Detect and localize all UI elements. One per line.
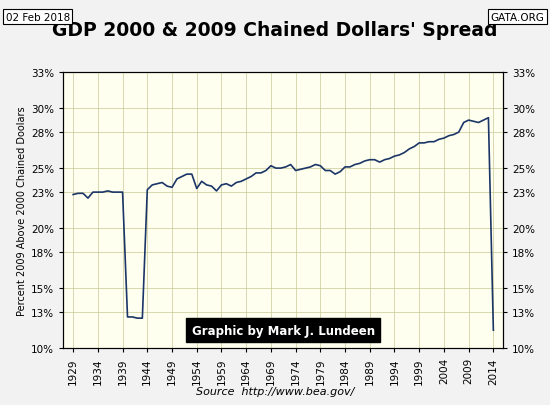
Text: Source  http://www.bea.gov/: Source http://www.bea.gov/ [196, 386, 354, 396]
Text: 02 Feb 2018: 02 Feb 2018 [6, 13, 70, 23]
Text: Graphic by Mark J. Lundeen: Graphic by Mark J. Lundeen [192, 324, 375, 337]
Text: GATA.ORG: GATA.ORG [491, 13, 544, 23]
Y-axis label: Percent 2009 Above 2000 Chained Doolars: Percent 2009 Above 2000 Chained Doolars [17, 106, 27, 315]
Text: GDP 2000 & 2009 Chained Dollars' Spread: GDP 2000 & 2009 Chained Dollars' Spread [52, 21, 498, 40]
